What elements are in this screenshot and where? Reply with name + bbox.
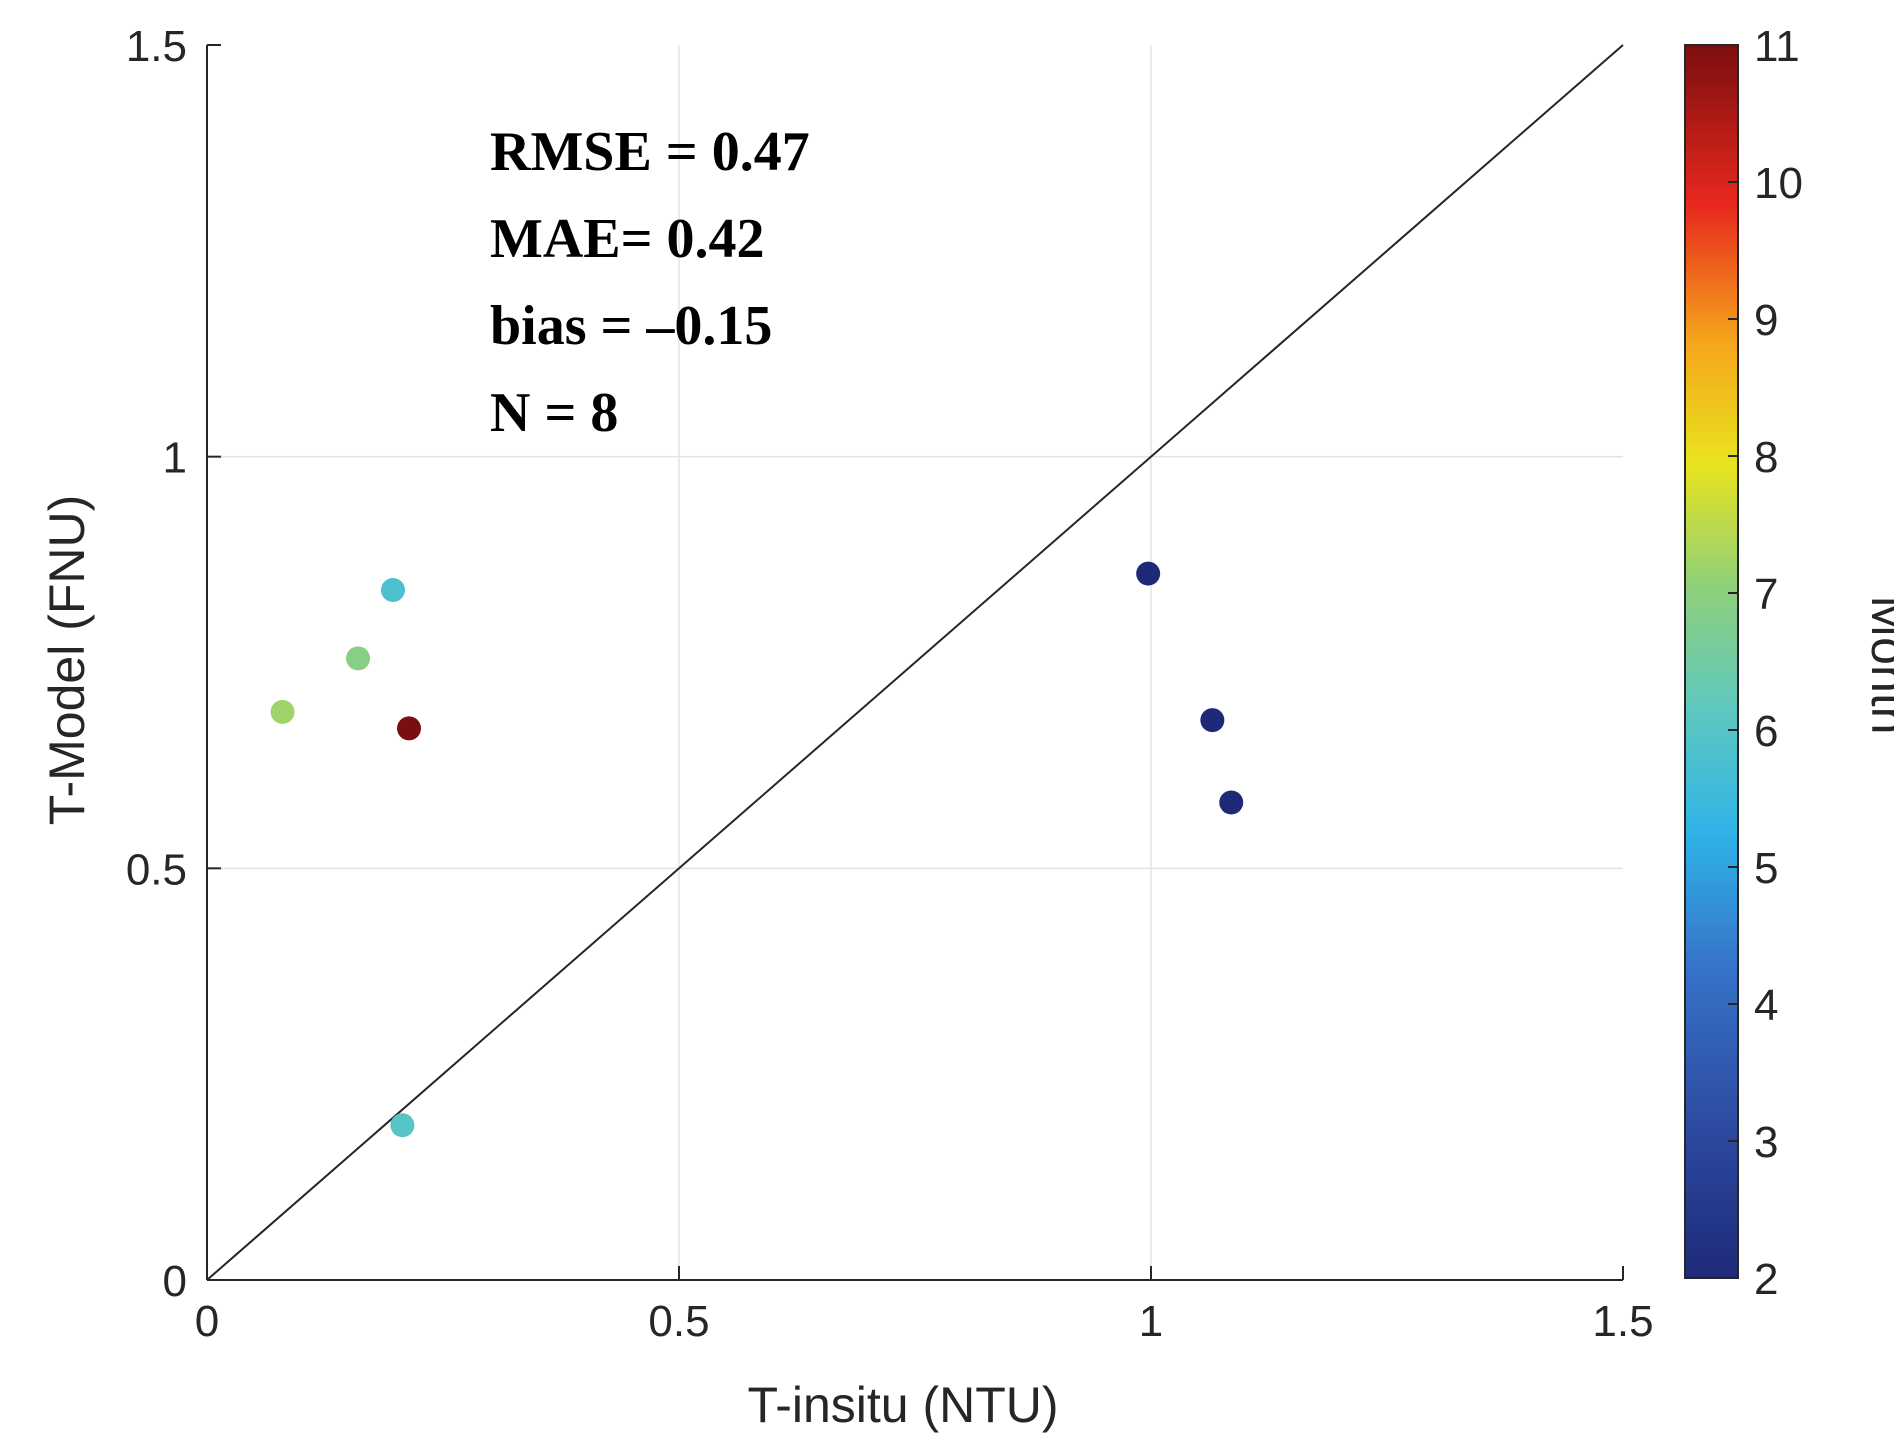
y-tick-label: 1.5 [126,22,187,71]
colorbar-tick-label: 7 [1754,570,1778,619]
data-point [346,646,371,671]
colorbar-label: Month [1861,596,1894,735]
colorbar-tick-label: 5 [1754,844,1778,893]
axes [206,45,1623,1281]
y-tick-label: 0 [163,1257,187,1306]
data-point [1200,708,1225,733]
stats-annotation: RMSE = 0.47 MAE= 0.42 bias = –0.15 N = 8 [490,121,810,444]
axis-ticks: 0 0.5 1 1.5 0 0.5 1 1.5 [126,22,1654,1346]
colorbar-tick-label: 11 [1754,22,1800,71]
colorbar-tick-label: 10 [1754,159,1803,208]
mae-text: MAE= 0.42 [490,208,765,270]
colorbar-tick-label: 6 [1754,707,1778,756]
bias-text: bias = –0.15 [490,295,772,357]
one-to-one-line [206,44,1624,1281]
data-point [380,578,405,603]
colorbar-tick-label: 4 [1754,981,1778,1030]
data-point [390,1113,415,1138]
y-tick-label: 0.5 [126,845,187,894]
grid [207,45,1623,1280]
x-tick-label: 1.5 [1592,1297,1653,1346]
data-point [397,716,422,741]
y-tick-label: 1 [163,434,187,483]
rmse-text: RMSE = 0.47 [490,121,810,183]
data-point [1219,790,1244,815]
data-point [270,699,295,724]
x-tick-label: 1 [1139,1297,1163,1346]
data-points [270,561,1244,1138]
colorbar-tick-label: 9 [1754,296,1778,345]
n-text: N = 8 [490,382,618,444]
data-point [1136,561,1161,586]
colorbar-tick-label: 2 [1754,1255,1778,1304]
colorbar-ticks: 2 3 4 5 6 7 8 9 10 11 [1728,22,1803,1304]
x-tick-label: 0.5 [648,1297,709,1346]
colorbar-tick-label: 3 [1754,1118,1778,1167]
x-axis-label: T-insitu (NTU) [747,1377,1058,1433]
x-tick-label: 0 [195,1297,219,1346]
colorbar [1684,44,1739,1279]
colorbar-tick-label: 8 [1754,433,1778,482]
y-axis-label: T-Model (FNU) [39,495,95,826]
